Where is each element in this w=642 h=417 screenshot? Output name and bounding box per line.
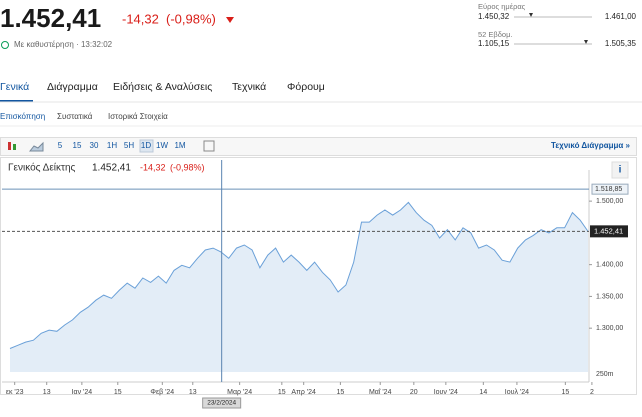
x-tick-label: 15 xyxy=(561,389,569,396)
y-tick-label: 1.300,00 xyxy=(596,325,623,332)
price: 1.452,41 xyxy=(0,3,101,33)
x-tick-label: 20 xyxy=(410,389,418,396)
subtabs: Επισκόπηση Συστατικά Ιστορικά Στοιχεία xyxy=(0,112,168,121)
crosshair-label-box xyxy=(202,397,242,409)
candle xyxy=(8,142,11,150)
day-high: 1.461,00 xyxy=(605,12,637,21)
tabs: Γενικά Διάγραμμα Ειδήσεις & Αναλύσεις Τεχνι… xyxy=(0,81,325,102)
x-tick-label: 14 xyxy=(479,389,487,396)
interval[interactable]: 1M xyxy=(174,141,185,150)
last-label: 1.452,41 xyxy=(594,226,623,235)
tab[interactable]: Διάγραμμα xyxy=(47,81,98,93)
x-tick-label: Ιουν '24 xyxy=(434,389,458,396)
crosshair-label: 23/2/2024 xyxy=(207,400,236,407)
technical-chart-link[interactable]: Τεχνικό Διάγραμμα » xyxy=(551,141,631,150)
chart-change-pct: (-0,98%) xyxy=(170,162,205,172)
x-tick-label: Ιουλ '24 xyxy=(505,389,529,396)
candle-icon[interactable] xyxy=(8,142,16,150)
week52-label: 52 Εβδομ. xyxy=(478,30,513,39)
y-tick-label: 1.400,00 xyxy=(596,261,623,268)
chart-title: Γενικός Δείκτης xyxy=(8,162,76,174)
week52-low: 1.105,15 xyxy=(478,39,510,48)
day-range-label: Εύρος ημέρας xyxy=(478,2,526,11)
x-tick-label: 13 xyxy=(189,389,197,396)
subtab[interactable]: Συστατικά xyxy=(57,112,93,121)
plot: Investing.com1.300,001.350,001.400,001.5… xyxy=(2,160,629,409)
settings-icon[interactable] xyxy=(203,140,215,152)
x-tick-label: 2 xyxy=(590,389,594,396)
x-tick-label: εκ '23 xyxy=(6,389,24,396)
tab[interactable]: Γενικά xyxy=(0,81,29,93)
x-tick-label: 15 xyxy=(278,389,286,396)
subtab[interactable]: Ιστορικά Στοιχεία xyxy=(108,112,168,121)
y-tick-label: 1.500,00 xyxy=(596,198,623,205)
toolbar xyxy=(0,137,637,156)
y-tick-label: 1.350,00 xyxy=(596,293,623,300)
interval[interactable]: 5H xyxy=(124,141,134,150)
candle xyxy=(13,144,16,150)
week52-pointer xyxy=(584,40,588,44)
last-label-box xyxy=(590,225,628,238)
x-tick-label: Φεβ '24 xyxy=(150,389,174,396)
day-range-pointer xyxy=(529,13,533,17)
clock-icon xyxy=(1,41,9,49)
tab-active-underline xyxy=(0,100,33,102)
subtab[interactable]: Επισκόπηση xyxy=(0,112,45,121)
high-label: 1.518,85 xyxy=(595,186,622,193)
intervals: 5 15 30 1H 5H 1D 1W 1M xyxy=(58,139,186,153)
tab[interactable]: Ειδήσεις & Αναλύσεις xyxy=(113,81,212,93)
area-icon[interactable] xyxy=(28,141,44,152)
down-arrow xyxy=(226,17,234,23)
interval[interactable]: 5 xyxy=(58,141,63,150)
x-tick-label: 15 xyxy=(336,389,344,396)
info-button[interactable] xyxy=(611,161,629,179)
change-pct: (-0,98%) xyxy=(166,11,216,26)
interval[interactable]: 15 xyxy=(73,141,82,150)
x-tick-label: 15 xyxy=(114,389,122,396)
status: Με καθυστέρηση · 13:32:02 xyxy=(14,40,113,49)
interval[interactable]: 1W xyxy=(156,141,168,150)
info-icon: i xyxy=(619,165,622,176)
interval-active xyxy=(139,139,154,153)
day-low: 1.450,32 xyxy=(478,12,510,21)
tab[interactable]: Τεχνικά xyxy=(232,81,266,93)
chart-change: -14,32 xyxy=(140,162,166,172)
area-fill xyxy=(10,202,588,372)
x-tick-label: 13 xyxy=(43,389,51,396)
interval[interactable]: 30 xyxy=(90,141,99,150)
interval[interactable]: 1H xyxy=(107,141,117,150)
change: -14,32 xyxy=(122,11,159,26)
x-tick-label: Μαΐ '24 xyxy=(369,388,392,396)
volume-label: 250m xyxy=(596,371,614,378)
tab[interactable]: Φόρουμ xyxy=(287,81,325,93)
interval[interactable]: 1D xyxy=(141,141,151,150)
x-tick-label: Μαρ '24 xyxy=(227,389,252,396)
week52-high: 1.505,35 xyxy=(605,39,637,48)
x-tick-label: Απρ '24 xyxy=(291,389,316,396)
chart-last: 1.452,41 xyxy=(92,163,131,174)
x-tick-label: Ιαν '24 xyxy=(72,389,93,396)
high-label-box xyxy=(591,183,629,195)
price-line xyxy=(9,201,589,349)
